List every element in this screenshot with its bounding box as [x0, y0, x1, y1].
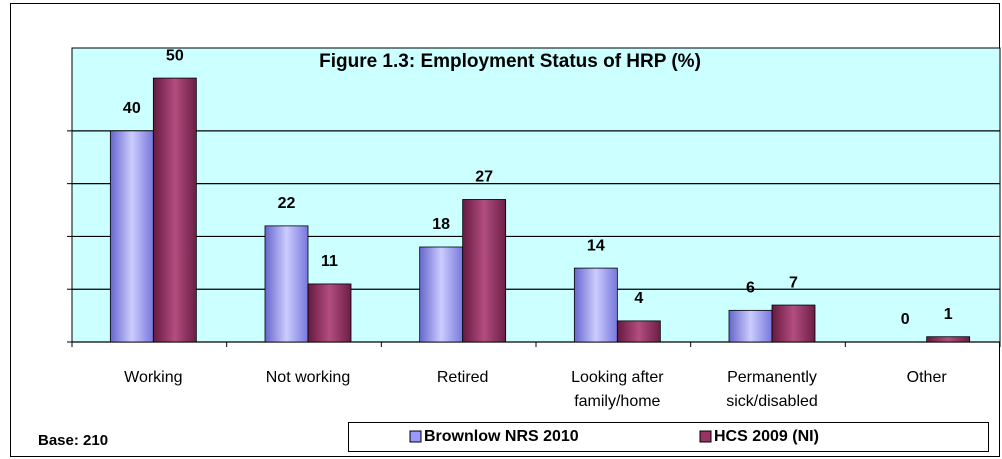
value-label: 22 — [278, 195, 296, 212]
x-tick-label: Working — [124, 369, 182, 386]
bar — [419, 246, 464, 343]
x-tick-label: Not working — [266, 369, 350, 386]
plot-area — [71, 47, 1001, 343]
base-note: Base: 210 — [38, 432, 108, 449]
legend-swatch — [699, 430, 712, 443]
value-label: 11 — [321, 253, 338, 270]
x-tick-label: Retired — [437, 369, 489, 386]
bar — [109, 130, 154, 343]
x-tick-label: Permanently sick/disabled — [726, 369, 818, 410]
value-label: 4 — [634, 290, 643, 307]
legend-label: HCS 2009 (NI) — [714, 428, 819, 445]
bar — [462, 199, 507, 343]
x-tick-label: Other — [907, 369, 948, 386]
value-label: 1 — [944, 306, 953, 323]
bar — [616, 320, 661, 343]
value-label: 40 — [123, 100, 141, 117]
bar — [728, 309, 773, 343]
bar — [152, 77, 197, 343]
bar — [307, 283, 352, 343]
legend-swatch — [409, 430, 422, 443]
legend — [348, 422, 989, 452]
value-label: 50 — [166, 47, 184, 64]
bar — [771, 304, 816, 343]
value-label: 27 — [475, 169, 493, 186]
value-label: 0 — [901, 311, 910, 328]
bar — [573, 267, 618, 343]
value-label: 14 — [587, 237, 605, 254]
bar — [926, 336, 971, 343]
x-tick-label: Looking after family/home — [571, 369, 664, 410]
value-label: 18 — [432, 216, 450, 233]
value-label: 7 — [789, 274, 798, 291]
value-label: 6 — [746, 280, 755, 297]
bar — [264, 225, 309, 343]
chart-title: Figure 1.3: Employment Status of HRP (%) — [319, 51, 701, 72]
legend-label: Brownlow NRS 2010 — [424, 428, 579, 445]
